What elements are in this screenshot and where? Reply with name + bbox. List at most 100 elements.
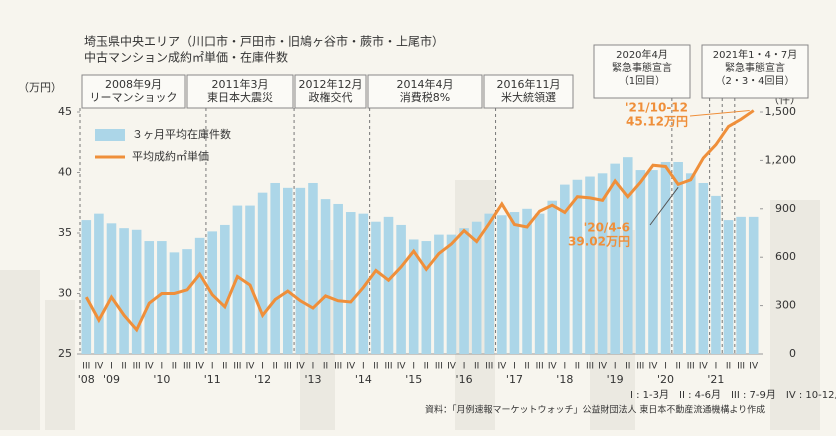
source: 資料：「月例速報マーケットウォッチ」公益財団法人 東日本不動産流通機構より作成	[425, 404, 765, 416]
x-tick-label: II	[273, 362, 278, 372]
bar	[245, 205, 255, 354]
bar	[282, 187, 293, 354]
title-line: 埼玉県中央エリア（川口市・戸田市・旧鳩ヶ谷市・蕨市・上尾市）	[84, 34, 444, 49]
year-label: '10	[153, 373, 170, 386]
y2-tick-label: 600	[775, 250, 796, 263]
x-tick-label: I	[715, 362, 718, 372]
event-label: （2・3・4回目）	[715, 75, 794, 87]
x-tick-label: I	[362, 362, 365, 372]
bar	[459, 228, 469, 354]
bar	[685, 173, 696, 354]
bar	[371, 221, 381, 354]
bar	[383, 216, 394, 354]
y-axis-label: （万円）	[18, 81, 62, 94]
bar	[270, 182, 280, 354]
bar	[345, 212, 356, 354]
x-tick-label: III	[82, 362, 90, 372]
x-tick-label: IV	[598, 362, 608, 372]
year-label: '19	[607, 373, 624, 386]
x-tick-label: IV	[397, 362, 407, 372]
x-tick-label: II	[222, 362, 227, 372]
x-tick-label: IV	[649, 362, 659, 372]
bar	[522, 208, 532, 354]
bar	[484, 213, 495, 354]
annotation-leader	[689, 110, 750, 117]
x-tick-label: IV	[497, 362, 507, 372]
x-tick-label: III	[183, 362, 191, 372]
legend-label: ３ヶ月平均在庫件数	[132, 127, 231, 141]
y-tick-label: 40	[58, 166, 72, 179]
event-box	[294, 74, 367, 109]
x-tick-label: IV	[749, 362, 759, 372]
year-label: '20	[657, 373, 674, 386]
x-tick-label: III	[586, 362, 594, 372]
annotation: 45.12万円	[626, 115, 688, 129]
x-tick-label: III	[485, 362, 493, 372]
bar	[144, 241, 155, 354]
bar	[547, 200, 558, 354]
y2-tick-label: 1,200	[765, 153, 797, 166]
bar	[131, 229, 142, 354]
bar	[711, 195, 721, 354]
x-tick-label: I	[110, 362, 113, 372]
x-tick-label: III	[737, 362, 745, 372]
year-label: '21	[707, 373, 724, 386]
year-label: '12	[254, 373, 271, 386]
bar	[358, 213, 369, 354]
bar	[308, 182, 318, 354]
x-tick-label: II	[474, 362, 479, 372]
x-tick-label: II	[675, 362, 680, 372]
x-tick-label: I	[513, 362, 516, 372]
bar	[320, 199, 331, 354]
event-label: 政権交代	[309, 90, 353, 104]
x-tick-label: III	[636, 362, 644, 372]
x-tick-label: I	[614, 362, 617, 372]
x-tick-label: III	[536, 362, 544, 372]
x-tick-label: III	[385, 362, 393, 372]
year-label: '14	[355, 373, 372, 386]
event-box	[483, 74, 574, 109]
bar	[497, 215, 507, 354]
event-label: 消費税8%	[400, 90, 450, 104]
y2-tick-label: 1,500	[765, 105, 797, 118]
event-label: 緊急事態宣言	[725, 61, 785, 74]
year-label: '13	[304, 373, 321, 386]
year-label: '08	[78, 373, 95, 386]
event-label: 2012年12月	[299, 77, 363, 91]
bar	[194, 237, 205, 354]
bar	[434, 234, 444, 354]
x-tick-label: II	[726, 362, 731, 372]
event-label: 2011年3月	[212, 77, 269, 91]
x-tick-label: I	[211, 362, 214, 372]
bar	[648, 170, 658, 354]
x-tick-label: III	[334, 362, 342, 372]
bar	[660, 162, 671, 354]
bar	[396, 224, 406, 354]
y2-tick-label: 0	[789, 347, 796, 360]
bar	[534, 213, 545, 354]
event-label: 緊急事態宣言	[612, 61, 672, 74]
x-tick-label: III	[233, 362, 241, 372]
event-label: リーマンショック	[90, 91, 178, 104]
event-label: （1回目）	[619, 75, 665, 87]
x-tick-label: IV	[548, 362, 558, 372]
event-label: 2008年9月	[105, 77, 162, 91]
annotation: 39.02万円	[568, 235, 630, 249]
x-tick-label: II	[524, 362, 529, 372]
bar	[119, 228, 129, 354]
bar	[295, 187, 306, 354]
bar	[182, 249, 192, 354]
bar	[408, 239, 419, 354]
event-label: 2016年11月	[497, 77, 561, 91]
annotation: '20/4-6	[584, 221, 630, 235]
y-tick-label: 30	[58, 287, 72, 300]
bar	[635, 170, 646, 354]
x-tick-label: IV	[195, 362, 205, 372]
quarter-key: I : 1-3月 II : 4-6月 III : 7-9月 IV : 10-12…	[630, 389, 836, 401]
bar	[622, 157, 633, 354]
x-tick-label: IV	[94, 362, 104, 372]
x-tick-label: III	[133, 362, 141, 372]
y-tick-label: 45	[58, 105, 72, 118]
